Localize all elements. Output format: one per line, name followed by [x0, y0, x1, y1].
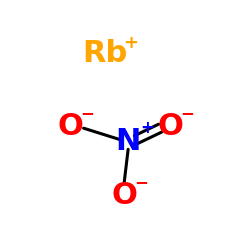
Text: −: − — [134, 173, 148, 191]
Text: −: − — [80, 104, 94, 122]
Text: Rb: Rb — [82, 38, 128, 68]
Text: −: − — [180, 104, 194, 122]
Text: +: + — [124, 34, 138, 52]
Text: O: O — [158, 112, 184, 141]
Text: N: N — [116, 127, 141, 156]
Text: O: O — [57, 112, 83, 141]
Text: O: O — [111, 181, 137, 210]
Text: +: + — [140, 119, 154, 137]
